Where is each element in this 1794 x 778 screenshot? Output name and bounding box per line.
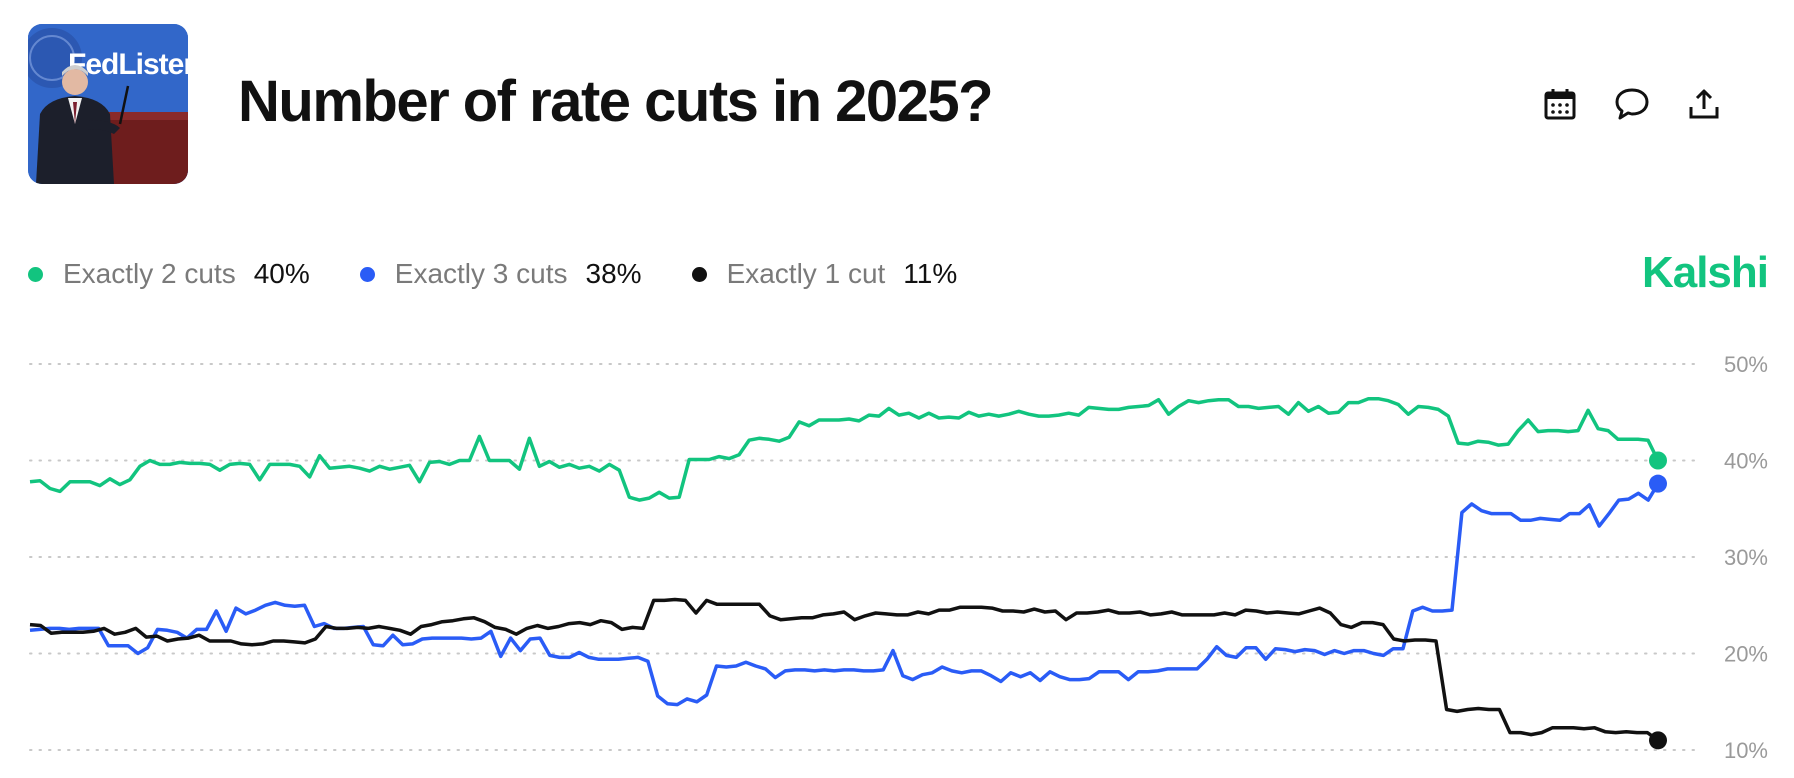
legend-dot xyxy=(28,266,43,282)
series-endpoint-3[interactable] xyxy=(1649,731,1667,750)
speaker-photo: FedListens xyxy=(28,24,188,184)
legend-dot xyxy=(359,266,375,282)
chart-legend: Exactly 2 cuts 40% Exactly 3 cuts 38% Ex… xyxy=(28,254,1007,294)
series-endpoints xyxy=(1649,451,1667,750)
calendar-button[interactable] xyxy=(1538,82,1582,126)
market-thumbnail: FedListens xyxy=(28,24,188,184)
legend-label: Exactly 2 cuts xyxy=(63,258,236,289)
series-line-2 xyxy=(29,482,1660,707)
legend-value: 38% xyxy=(585,258,642,289)
brand-logo: Kalshi xyxy=(1641,248,1769,297)
legend-dot xyxy=(691,266,707,282)
legend-label: Exactly 3 cuts xyxy=(394,258,568,289)
series-lines xyxy=(29,396,1660,742)
y-tick-label: 30% xyxy=(1724,545,1768,570)
y-tick-label: 20% xyxy=(1724,642,1768,667)
legend-value: 11% xyxy=(903,258,958,289)
y-tick-label: 10% xyxy=(1724,738,1768,763)
series-endpoint-2[interactable] xyxy=(1649,474,1667,493)
legend-value: 40% xyxy=(253,258,310,289)
comments-button[interactable] xyxy=(1610,82,1654,126)
header-actions xyxy=(1494,82,1794,132)
legend-item-3-cuts[interactable]: Exactly 3 cuts 38% xyxy=(359,258,642,290)
y-tick-label: 40% xyxy=(1724,449,1768,474)
page-title: Number of rate cuts in 2025? xyxy=(238,69,994,134)
gridlines xyxy=(29,363,1701,751)
line-chart: 50% 40% 30% 20% 10% xyxy=(29,352,1768,763)
y-tick-label: 50% xyxy=(1724,352,1768,377)
series-line-3 xyxy=(29,597,1660,742)
legend-label: Exactly 1 cut xyxy=(726,258,886,289)
share-button[interactable] xyxy=(1682,82,1726,126)
y-axis-ticks: 50% 40% 30% 20% 10% xyxy=(1724,352,1768,763)
legend-item-2-cuts[interactable]: Exactly 2 cuts 40% xyxy=(28,258,310,290)
calendar-icon xyxy=(1544,89,1576,120)
series-endpoint-1[interactable] xyxy=(1649,451,1667,470)
series-line-1 xyxy=(29,396,1660,502)
comment-icon xyxy=(1615,88,1649,120)
legend-item-1-cut[interactable]: Exactly 1 cut 11% xyxy=(691,258,958,290)
share-icon xyxy=(1689,89,1719,119)
